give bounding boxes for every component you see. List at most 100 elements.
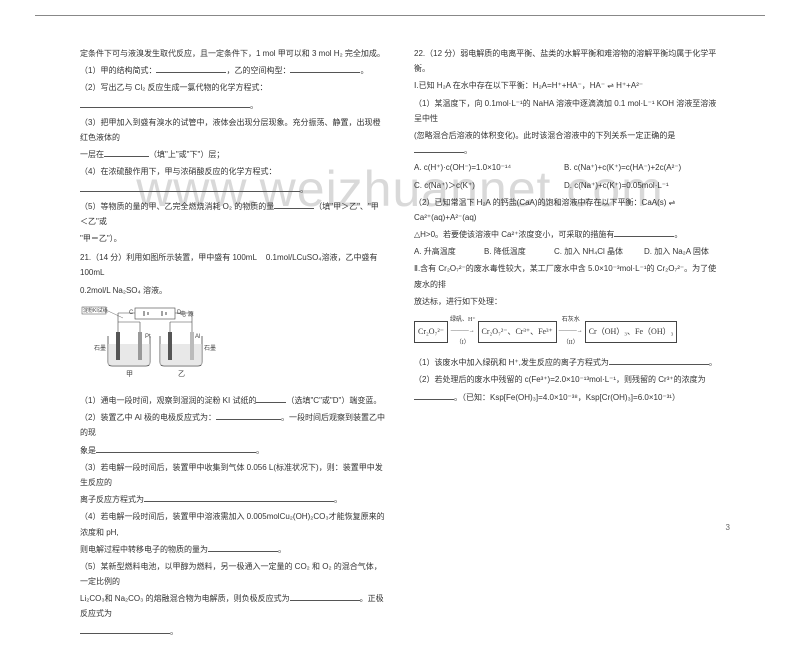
label-jia: 甲 xyxy=(126,370,133,378)
text-line: （3）把甲加入到盛有溴水的试管中，液体会出现分层现象。充分振荡、静置，出现橙红色… xyxy=(80,115,386,145)
text: △H>0。若要使该溶液中 Ca²⁺浓度变小，可采取的措施有 xyxy=(414,230,614,239)
text: （5）等物质的量的甲、乙完全燃烧消耗 O₂ 的物质的量 xyxy=(80,202,274,211)
arrow-top: 绿矾、H⁺ xyxy=(450,315,476,326)
option-d: D. 加入 Na₂A 固体 xyxy=(644,247,709,256)
text: 。 xyxy=(250,101,258,110)
page-number: 3 xyxy=(726,523,730,532)
text-line: 象是。 xyxy=(80,443,386,458)
blank-field xyxy=(104,148,149,157)
blank-field xyxy=(80,625,170,634)
reaction-box: Cr₂O₇²⁻ xyxy=(414,321,448,342)
label-yi: 乙 xyxy=(178,370,185,378)
text: (忽略混合后溶液的体积变化)。此时该混合溶液中的下列关系一定正确的是 xyxy=(414,131,675,140)
text-line: （4）若电解一段时间后，装置甲中溶液需加入 0.005molCu₂(OH)₂CO… xyxy=(80,509,386,539)
left-column: 定条件下可与液溴发生取代反应，且一定条件下，1 mol 甲可以和 3 mol H… xyxy=(80,46,386,641)
text: 。 xyxy=(464,146,472,155)
text-line: 。 xyxy=(80,182,386,197)
text: 。 xyxy=(709,358,717,367)
text-line: （4）在浓硫酸作用下，甲与浓硝酸反应的化学方程式： xyxy=(80,164,386,179)
text-line: （1）甲的结构简式：，乙的空间构型：。 xyxy=(80,63,386,78)
text-line: （2）写出乙与 Cl₂ 反应生成一氯代物的化学方程式： xyxy=(80,80,386,95)
option-a: A. 升高温度 xyxy=(414,244,484,259)
blank-field xyxy=(156,64,226,73)
text-line: （5）等物质的量的甲、乙完全燃烧消耗 O₂ 的物质的量（填"甲＞乙"、"甲＜乙"… xyxy=(80,199,386,229)
text: （1）通电一段时间，观察到湿润的淀粉 KI 试纸的 xyxy=(80,396,256,405)
text-line: 离子反应方程式为。 xyxy=(80,492,386,507)
text-line: （2）装置乙中 Al 极的电极反应式为：。一段时间后观察到装置乙中的现 xyxy=(80,410,386,440)
option-line: A. c(H⁺)·c(OH⁻)=1.0×10⁻¹⁴B. c(Na⁺)+c(K⁺)… xyxy=(414,160,720,175)
text-line: （3）若电解一段时间后，装置甲中收集到气体 0.056 L(标准状况下)，则：装… xyxy=(80,460,386,490)
text: （2）若处理后的废水中残留的 c(Fe³⁺)=2.0×10⁻¹³mol·L⁻¹，… xyxy=(414,375,706,384)
blank-field xyxy=(216,411,281,420)
text: 21.（14 分）利用如图所示装置，甲中盛有 100mL xyxy=(80,253,257,262)
blank-field xyxy=(256,394,286,403)
option-b: B. c(Na⁺)+c(K⁺)=c(HA⁻)+2c(A²⁻) xyxy=(564,163,681,172)
text-line: 放达标，进行如下处理： xyxy=(414,294,720,309)
label-power: 电 源 xyxy=(180,310,194,318)
text-line: 。 xyxy=(80,98,386,113)
option-c: C. c(Na⁺)＞c(K⁺) xyxy=(414,178,564,193)
text: （填"上"或"下"）层； xyxy=(149,150,224,159)
text: 。 xyxy=(300,185,308,194)
page-content: 定条件下可与液溴发生取代反应，且一定条件下，1 mol 甲可以和 3 mol H… xyxy=(35,15,765,661)
apparatus-figure: 电 源 C D 淀粉KI试纸 石墨 Pt xyxy=(80,304,386,387)
blank-field xyxy=(274,200,314,209)
label-graphite: 石墨 xyxy=(94,345,106,352)
arrow-bot: （I） xyxy=(456,338,470,349)
label-al: Al xyxy=(195,334,200,340)
text-line: 21.（14 分）利用如图所示装置，甲中盛有 100mL 0.1mol/LCuS… xyxy=(80,250,386,280)
text: 。 xyxy=(674,230,682,239)
text-line: Li₂CO₃和 Na₂CO₃ 的熔融混合物为电解质，则负极反应式为。正极反应式为 xyxy=(80,591,386,621)
reaction-box: Cr₂O₇²⁻、Cr³⁺、Fe³⁺ xyxy=(478,321,557,342)
text: Li₂CO₃和 Na₂CO₃ 的熔融混合物为电解质，则负极反应式为 xyxy=(80,594,290,603)
text-line: （1）该废水中加入绿矾和 H⁺,发生反应的离子方程式为 。 xyxy=(414,355,720,370)
blank-field xyxy=(80,99,250,108)
text-line: （1）某温度下，向 0.1mol·L⁻¹的 NaHA 溶液中逐滴滴加 0.1 m… xyxy=(414,96,720,126)
text: （2）装置乙中 Al 极的电极反应式为： xyxy=(80,413,216,422)
text: （1）甲的结构简式： xyxy=(80,66,156,75)
label-pt: Pt xyxy=(145,334,151,340)
text-line: Ⅰ.已知 H₂A 在水中存在以下平衡：H₂A=H⁺+HA⁻，HA⁻ ⇌ H⁺+A… xyxy=(414,78,720,93)
apparatus-svg: 电 源 C D 淀粉KI试纸 石墨 Pt xyxy=(80,304,230,382)
reaction-arrow: 石灰水 ———→ （II） xyxy=(559,315,583,349)
text-line: （2）已知常温下 H₂A 的钙盐(CaA)的饱和溶液中存在以下平衡：CaA(s)… xyxy=(414,195,720,225)
text-line: 一层在（填"上"或"下"）层； xyxy=(80,147,386,162)
label-ki: 淀粉KI试纸 xyxy=(83,307,108,314)
option-d: D. c(Na⁺)+c(K⁺)=0.05mol·L⁻¹ xyxy=(564,181,669,190)
text: 离子反应方程式为 xyxy=(80,495,144,504)
arrow-bot: （II） xyxy=(563,338,579,349)
text: ，乙的空间构型： xyxy=(226,66,290,75)
blank-field xyxy=(144,493,334,502)
reaction-flow: Cr₂O₇²⁻ 绿矾、H⁺ ———→ （I） Cr₂O₇²⁻、Cr³⁺、Fe³⁺… xyxy=(414,315,720,349)
text-line: （5）某新型燃料电池，以甲醇为燃料，另一极通入一定量的 CO₂ 和 O₂ 的混合… xyxy=(80,559,386,589)
text-line: （1）通电一段时间，观察到湿润的淀粉 KI 试纸的 （选填"C"或"D"）端变蓝。 xyxy=(80,393,386,408)
option-b: B. 降低温度 xyxy=(484,244,554,259)
option-c: C. 加入 NH₄Cl 晶体 xyxy=(554,244,644,259)
text: 。 xyxy=(170,627,178,636)
option-line: C. c(Na⁺)＞c(K⁺)D. c(Na⁺)+c(K⁺)=0.05mol·L… xyxy=(414,178,720,193)
text: 。 xyxy=(256,446,264,455)
option-a: A. c(H⁺)·c(OH⁻)=1.0×10⁻¹⁴ xyxy=(414,160,564,175)
blank-field xyxy=(609,356,709,365)
blank-field xyxy=(208,543,278,552)
blank-field xyxy=(414,144,464,153)
text-line: 定条件下可与液溴发生取代反应，且一定条件下，1 mol 甲可以和 3 mol H… xyxy=(80,46,386,61)
text-line: 0.2mol/L Na₂SO₄ 溶液。 xyxy=(80,283,386,298)
blank-field xyxy=(614,228,674,237)
blank-field xyxy=(96,444,256,453)
arrow-top: 石灰水 xyxy=(562,315,580,326)
text-line: 。 xyxy=(80,624,386,639)
text: 则电解过程中转移电子的物质的量为 xyxy=(80,545,208,554)
text-line: 则电解过程中转移电子的物质的量为。 xyxy=(80,542,386,557)
blank-field xyxy=(80,183,300,192)
text-line: "甲＝乙"）。 xyxy=(80,231,386,246)
text-line: Ⅱ.含有 Cr₂O₇²⁻的废水毒性较大，某工厂废水中含 5.0×10⁻³mol·… xyxy=(414,261,720,291)
text: （1）该废水中加入绿矾和 H⁺,发生反应的离子方程式为 xyxy=(414,358,609,367)
text-line: 。（已知：Ksp[Fe(OH)₃]=4.0×10⁻³⁸，Ksp[Cr(OH)₃]… xyxy=(414,390,720,405)
label-graphite: 石墨 xyxy=(204,345,216,352)
text: （选填"C"或"D"）端变蓝。 xyxy=(286,396,381,405)
text-line: （2）若处理后的废水中残留的 c(Fe³⁺)=2.0×10⁻¹³mol·L⁻¹，… xyxy=(414,372,720,387)
reaction-box: Cr（OH）₃、Fe（OH）₃ xyxy=(585,321,678,342)
blank-field xyxy=(414,391,454,400)
text-line: 22.（12 分）弱电解质的电离平衡、盐类的水解平衡和难溶物的溶解平衡均属于化学… xyxy=(414,46,720,76)
